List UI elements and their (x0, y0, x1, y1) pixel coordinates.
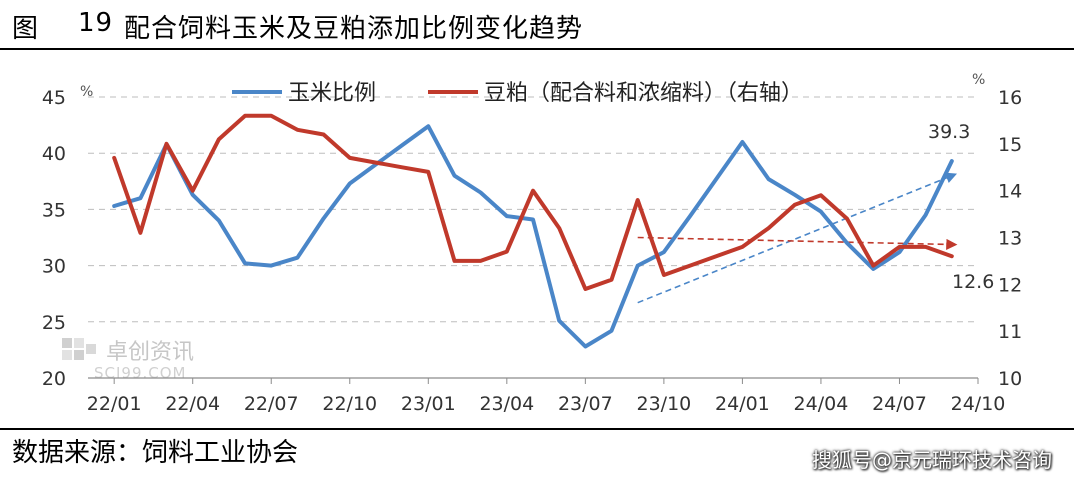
title-rule (0, 48, 1074, 50)
x-tick-label: 22/07 (244, 393, 299, 415)
x-tick-label: 24/04 (794, 393, 849, 415)
figure-number: 19 (78, 8, 114, 38)
left-tick-label: 20 (42, 368, 66, 390)
legend-label-soy: 豆粕（配合料和浓缩料）（右轴） (484, 81, 803, 106)
right-unit-label: % (972, 72, 985, 88)
x-tick-label: 23/07 (558, 393, 613, 415)
right-tick-label: 15 (998, 134, 1022, 156)
x-tick-label: 22/04 (165, 393, 220, 415)
x-tick-label: 23/04 (479, 393, 534, 415)
annotations: 39.3 12.6 (928, 121, 994, 293)
series-lines (112, 113, 954, 349)
soy-series-line (112, 113, 954, 291)
chart: 卓创资讯 SCI99.COM 45 40 35 30 25 20 16 15 14 13 12 11 1… (42, 72, 1022, 415)
soy-last-value-label: 12.6 (952, 271, 994, 293)
footer-rule (0, 428, 1074, 430)
watermark-logo: 卓创资讯 SCI99.COM (62, 338, 194, 382)
logo-name: 卓创资讯 (106, 340, 194, 365)
corn-last-value-label: 39.3 (928, 121, 970, 143)
axes: 45 40 35 30 25 20 16 15 14 13 12 11 10%% 22/01 22/04 22… (42, 72, 1022, 415)
figure-title-bar: 图 19 配合饲料玉米及豆粕添加比例变化趋势 (0, 0, 1074, 48)
x-tick-label: 24/10 (951, 393, 1006, 415)
right-tick-label: 14 (998, 181, 1022, 203)
left-tick-label: 45 (42, 87, 66, 109)
x-tick-label: 22/10 (322, 393, 377, 415)
right-tick-label: 10 (998, 368, 1022, 390)
x-tick-label: 23/10 (636, 393, 691, 415)
soy-trendline (637, 236, 958, 250)
left-tick-label: 35 (42, 199, 66, 221)
source-note: 数据来源：饲料工业协会 (12, 438, 299, 468)
figure-label: 图 (12, 14, 40, 44)
x-tick-label: 24/07 (872, 393, 927, 415)
x-tick-label: 24/01 (715, 393, 770, 415)
left-tick-label: 30 (42, 256, 66, 278)
trendlines (637, 172, 958, 304)
left-tick-label: 25 (42, 312, 66, 334)
x-tick-label: 23/01 (401, 393, 456, 415)
watermark-text: 搜狐号@京元瑞环技术咨询 (812, 448, 1052, 472)
right-tick-label: 16 (998, 87, 1022, 109)
x-tick-label: 22/01 (87, 393, 142, 415)
corn-series-line (112, 124, 954, 349)
right-tick-label: 12 (998, 274, 1022, 296)
left-tick-label: 40 (42, 143, 66, 165)
logo-url: SCI99.COM (94, 364, 187, 382)
gridlines (88, 96, 978, 323)
corn-trendline (637, 172, 958, 304)
left-unit-label: % (80, 84, 93, 100)
legend-label-corn: 玉米比例 (288, 81, 376, 106)
right-tick-label: 11 (998, 321, 1022, 343)
legend: 玉米比例 豆粕（配合料和浓缩料）（右轴） (232, 81, 803, 106)
figure-title: 配合饲料玉米及豆粕添加比例变化趋势 (124, 14, 584, 44)
right-tick-label: 13 (998, 228, 1022, 250)
